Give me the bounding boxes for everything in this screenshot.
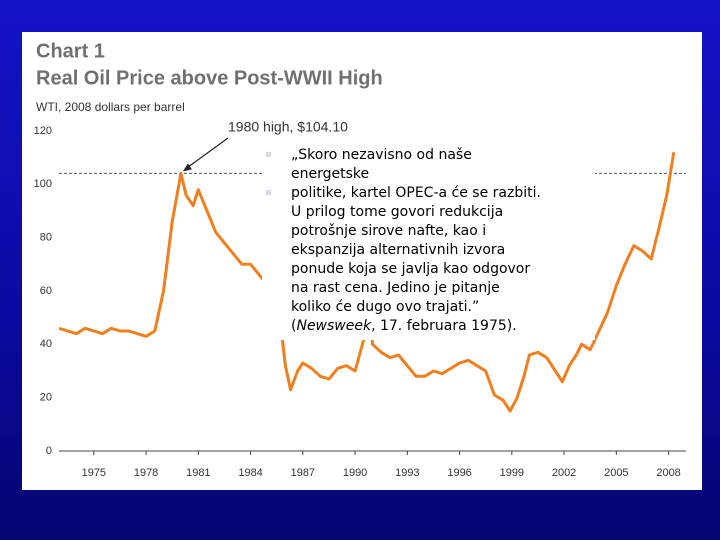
bullet — [266, 190, 271, 195]
x-tick-label: 1996 — [447, 467, 471, 479]
y-tick-label: 120 — [34, 125, 52, 137]
x-tick-label: 1975 — [82, 467, 106, 479]
y-tick-label: 20 — [40, 392, 52, 404]
citation: (Newsweek, 17. februara 1975). — [291, 318, 517, 334]
citation-part: ( — [291, 318, 296, 334]
citation-part: , 17. februara 1975). — [371, 318, 517, 334]
x-tick-label: 2002 — [552, 467, 576, 479]
x-tick-label: 1978 — [134, 467, 158, 479]
y-tick-label: 80 — [40, 232, 52, 244]
annotation-arrow — [184, 137, 229, 170]
overlay-line: politike, kartel OPEC-a će se razbiti. — [291, 185, 541, 201]
overlay-line: ponude koja se javlja kao odgovor — [291, 261, 530, 277]
x-tick-label: 1999 — [500, 467, 524, 479]
x-tick-label: 2008 — [656, 467, 680, 479]
y-tick-label: 40 — [40, 338, 52, 350]
overlay-line: energetske — [291, 166, 369, 182]
x-tick-label: 1987 — [291, 467, 315, 479]
overlay-line: U prilog tome govori redukcija — [291, 204, 503, 220]
bullet — [266, 152, 271, 157]
overlay-backdrop — [262, 140, 595, 340]
overlay-line: koliko će dugo ovo trajati.” — [291, 299, 479, 315]
y-tick-label: 0 — [46, 445, 52, 457]
x-tick-label: 1993 — [395, 467, 419, 479]
y-tick-label: 100 — [34, 178, 52, 190]
x-tick-label: 1990 — [343, 467, 367, 479]
x-tick-label: 1981 — [186, 467, 210, 479]
chart-title: Chart 1 — [36, 40, 105, 62]
overlay-line: na rast cena. Jedino je pitanje — [291, 280, 500, 296]
overlay-line: „Skoro nezavisno od naše — [291, 147, 472, 163]
y-tick-label: 60 — [40, 285, 52, 297]
overlay-line: potrošnje sirove nafte, kao i — [291, 223, 486, 239]
citation-part: Newsweek — [296, 318, 372, 334]
y-axis-label: WTI, 2008 dollars per barrel — [36, 100, 185, 114]
x-tick-label: 2005 — [604, 467, 628, 479]
chart-subtitle: Real Oil Price above Post-WWII High — [36, 67, 383, 89]
annotation-label: 1980 high, $104.10 — [228, 119, 348, 135]
x-tick-label: 1984 — [238, 467, 262, 479]
arrow-head — [182, 163, 192, 172]
overlay-line: ekspanzija alternativnih izvora — [291, 242, 505, 258]
